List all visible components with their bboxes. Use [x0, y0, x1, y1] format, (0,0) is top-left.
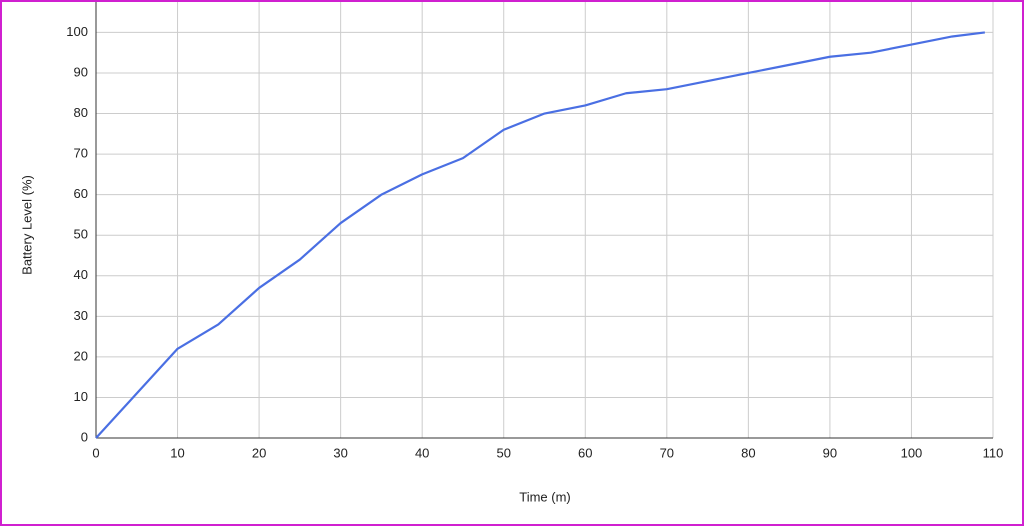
x-tick-label: 10	[170, 445, 184, 460]
y-tick-label: 70	[74, 146, 88, 161]
x-axis-title: Time (m)	[519, 489, 571, 504]
x-tick-label: 90	[823, 445, 837, 460]
y-tick-label: 0	[81, 429, 88, 444]
x-tick-label: 60	[578, 445, 592, 460]
x-tick-label: 50	[496, 445, 510, 460]
y-tick-label: 30	[74, 308, 88, 323]
x-tick-label: 30	[333, 445, 347, 460]
x-tick-label: 100	[901, 445, 923, 460]
y-tick-label: 90	[74, 64, 88, 79]
y-tick-label: 40	[74, 267, 88, 282]
y-tick-label: 60	[74, 186, 88, 201]
y-tick-label: 100	[66, 24, 88, 39]
x-tick-label: 80	[741, 445, 755, 460]
x-tick-label: 70	[660, 445, 674, 460]
y-tick-label: 50	[74, 227, 88, 242]
y-tick-label: 10	[74, 389, 88, 404]
x-tick-label: 20	[252, 445, 266, 460]
line-series	[95, 31, 985, 439]
y-axis-title: Battery Level (%)	[19, 175, 34, 275]
x-tick-label: 110	[983, 445, 1004, 460]
x-tick-label: 40	[415, 445, 429, 460]
x-tick-label: 0	[92, 445, 99, 460]
y-tick-label: 80	[74, 105, 88, 120]
y-tick-label: 20	[74, 348, 88, 363]
